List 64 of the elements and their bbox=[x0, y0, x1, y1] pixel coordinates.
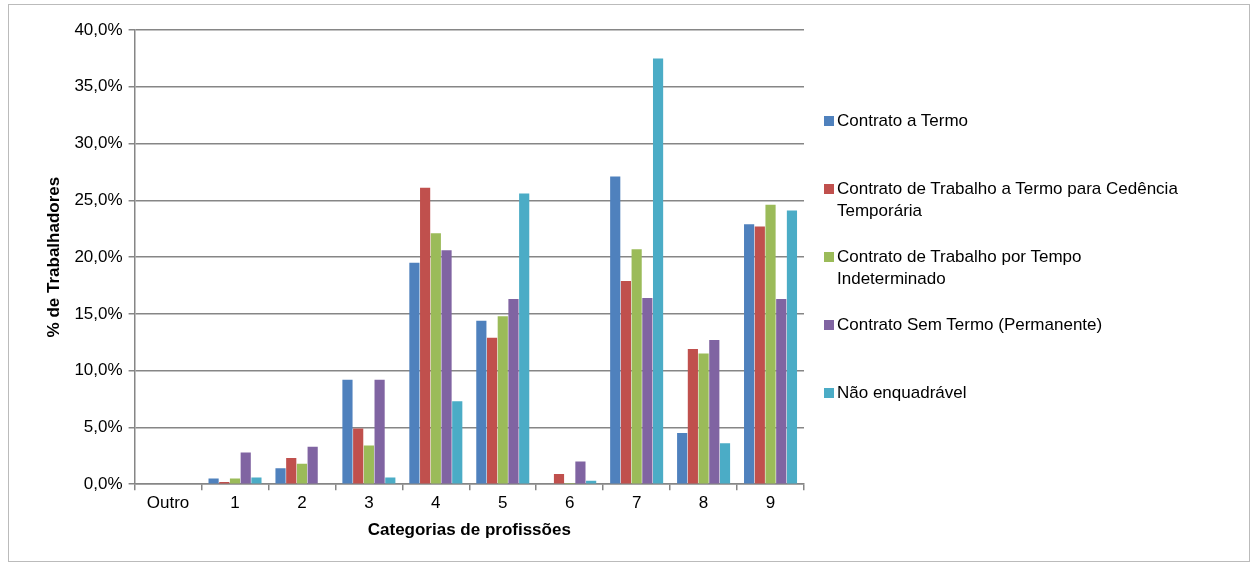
bar bbox=[497, 316, 508, 484]
bar bbox=[374, 379, 385, 484]
bar bbox=[240, 452, 251, 484]
bar bbox=[251, 477, 262, 484]
x-axis-title: Categorias de profissões bbox=[367, 520, 571, 540]
bar bbox=[476, 320, 487, 484]
x-tick-label: 4 bbox=[431, 493, 441, 513]
bar bbox=[342, 379, 353, 484]
bar bbox=[508, 299, 519, 484]
y-tick-label: 25,0% bbox=[74, 190, 123, 210]
bar bbox=[687, 349, 698, 484]
y-tick-label: 10,0% bbox=[74, 360, 123, 380]
bar bbox=[353, 428, 364, 484]
bar bbox=[719, 443, 731, 484]
bar bbox=[631, 249, 642, 484]
x-tick-label: 2 bbox=[297, 493, 307, 513]
bar bbox=[744, 224, 755, 484]
bar bbox=[786, 210, 798, 484]
bar bbox=[642, 297, 653, 484]
bar bbox=[765, 204, 776, 484]
bar bbox=[553, 473, 565, 484]
x-tick-label: 9 bbox=[765, 493, 776, 513]
bar bbox=[430, 233, 441, 484]
x-tick-label: 8 bbox=[698, 493, 709, 513]
bar bbox=[698, 353, 709, 484]
x-tick-label: 5 bbox=[498, 493, 508, 513]
bar bbox=[575, 461, 586, 484]
bar bbox=[709, 339, 720, 484]
y-tick-label: 40,0% bbox=[74, 19, 123, 39]
bar bbox=[307, 446, 318, 484]
bar bbox=[286, 458, 297, 484]
bar bbox=[677, 433, 688, 484]
legend-label: Não enquadrável bbox=[837, 382, 967, 404]
bar bbox=[754, 226, 765, 484]
x-tick-label: 6 bbox=[564, 493, 575, 513]
bar bbox=[275, 468, 286, 484]
bar bbox=[620, 280, 632, 484]
y-tick-label: 20,0% bbox=[74, 246, 123, 266]
bar bbox=[409, 262, 420, 484]
x-tick-label: Outro bbox=[146, 493, 190, 513]
y-tick-label: 5,0% bbox=[83, 417, 123, 437]
y-tick-label: 0,0% bbox=[83, 473, 123, 493]
x-tick-label: 1 bbox=[230, 493, 240, 513]
bar bbox=[519, 193, 530, 484]
y-axis-title: % de Trabalhadores bbox=[43, 176, 63, 338]
x-tick-label: 7 bbox=[631, 493, 642, 513]
y-tick-label: 35,0% bbox=[74, 76, 123, 96]
bar bbox=[441, 250, 452, 484]
bar bbox=[385, 477, 396, 484]
bar bbox=[610, 176, 621, 484]
bar bbox=[420, 187, 431, 484]
bar bbox=[776, 299, 787, 484]
bar bbox=[486, 337, 498, 484]
y-tick-label: 15,0% bbox=[74, 303, 123, 323]
legend-label: Contrato Sem Termo (Permanente) bbox=[837, 314, 1103, 336]
bar bbox=[652, 58, 664, 484]
bar bbox=[363, 445, 374, 484]
legend-label: Contrato de Trabalho a Termo para Cedência Temporária bbox=[837, 178, 1179, 222]
legend-label: Contrato a Termo bbox=[837, 110, 969, 132]
bar bbox=[452, 401, 463, 484]
bar bbox=[296, 463, 308, 484]
legend-label: Contrato de Trabalho por Tempo Indeterminado bbox=[837, 246, 1083, 290]
x-tick-label: 3 bbox=[364, 493, 374, 513]
y-tick-label: 30,0% bbox=[74, 133, 123, 153]
